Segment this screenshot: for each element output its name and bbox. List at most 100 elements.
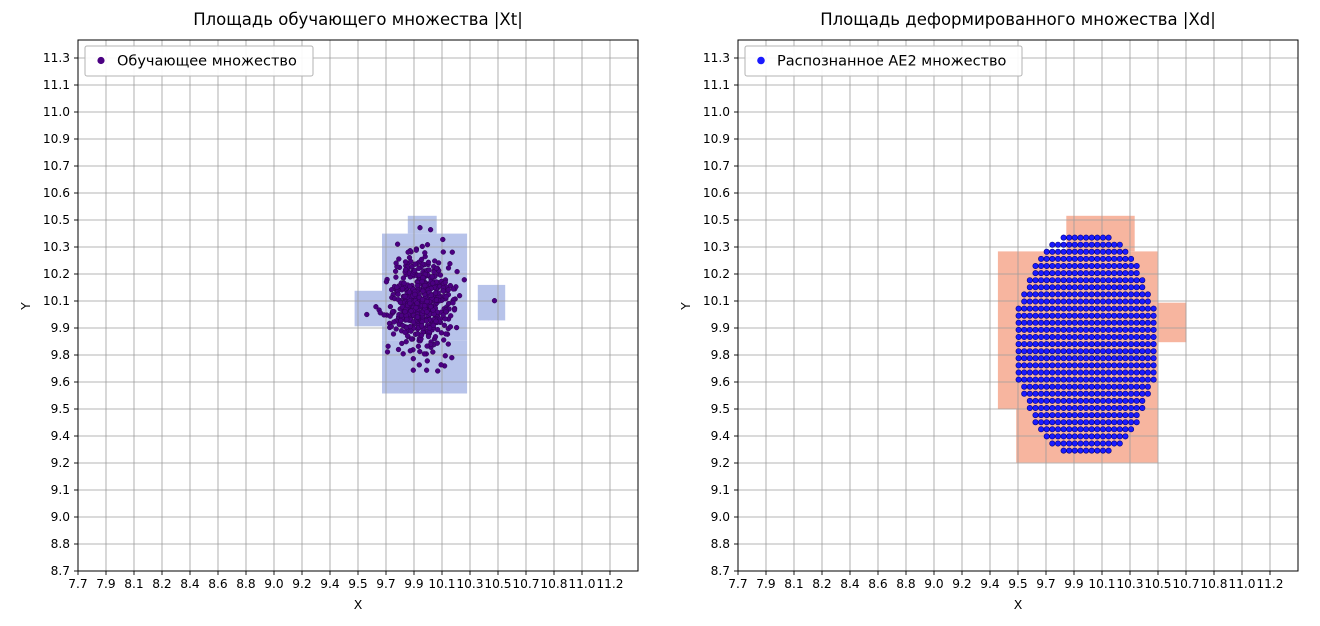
data-point [1105,341,1112,348]
data-point [1116,326,1123,333]
data-point [1099,348,1106,355]
data-point [1071,433,1078,440]
data-point [1071,447,1078,454]
data-point [1054,355,1061,362]
data-point [1105,419,1112,426]
data-point [424,309,430,315]
data-point [416,362,422,368]
data-point [1083,248,1090,255]
data-point [1128,284,1135,291]
data-point [451,307,458,313]
data-point [1111,376,1118,383]
data-point [429,274,435,280]
data-point [1066,419,1073,426]
data-point [1150,376,1157,383]
data-point [413,305,419,311]
data-point [1105,326,1112,333]
data-point [1066,262,1073,269]
data-point [393,274,399,280]
data-point [1083,404,1090,411]
y-axis-label: Y [678,302,693,311]
data-point [1099,376,1106,383]
data-point [1043,262,1050,269]
data-point [1060,355,1067,362]
x-tick-label: 9.7 [376,577,395,591]
x-tick-label: 8.1 [124,577,143,591]
data-point [1066,348,1073,355]
data-point [1060,404,1067,411]
y-tick-label: 10.6 [703,186,730,200]
chart-title: Площадь обучающего множества |Xt| [193,10,523,29]
data-point [1071,262,1078,269]
y-tick-label: 10.6 [43,186,70,200]
data-point [1054,412,1061,419]
data-point [1122,326,1129,333]
data-point [1111,291,1118,298]
data-point [1116,241,1123,248]
data-point [1071,404,1078,411]
data-point [1060,433,1067,440]
data-point [1088,319,1095,326]
data-point [1032,298,1039,305]
data-point [1060,234,1067,241]
data-point [1099,369,1106,376]
data-point [424,358,430,364]
data-point [1122,284,1129,291]
data-point [387,313,393,319]
data-point [407,300,413,306]
data-point [1133,277,1140,284]
data-point [1038,355,1045,362]
data-point [1077,262,1084,269]
data-point [1077,319,1084,326]
data-point [1128,312,1135,319]
data-point [1015,305,1022,312]
data-point [1054,362,1061,369]
data-point [1111,355,1118,362]
y-tick-label: 9.0 [711,510,730,524]
data-point [1105,312,1112,319]
data-point [1133,419,1140,426]
data-point [1038,362,1045,369]
data-point [438,362,444,368]
y-tick-label: 9.8 [51,348,70,362]
data-point [399,340,405,347]
data-point [1077,404,1084,411]
data-point [1032,291,1039,298]
data-point [1133,383,1140,390]
data-point [393,326,399,332]
data-point [1128,404,1135,411]
data-point [1071,234,1078,241]
data-point [1043,397,1050,404]
data-point [1060,255,1067,262]
data-point [401,280,407,286]
data-point [417,225,423,231]
data-point [1122,270,1129,277]
data-point [1116,312,1123,319]
data-point [1032,270,1039,277]
x-tick-label: 9.4 [980,577,1000,591]
data-point [1116,262,1123,269]
y-tick-label: 9.9 [51,321,70,335]
data-point [418,256,425,263]
data-point [1111,312,1118,319]
y-tick-label: 10.2 [43,267,70,281]
data-point [435,368,441,374]
data-point [1094,298,1101,305]
data-point [1099,234,1106,241]
data-point [1133,319,1140,326]
data-point [395,291,401,297]
data-point [1060,383,1067,390]
data-point [1077,312,1084,319]
data-point [1015,376,1022,383]
data-point [1128,277,1135,284]
data-point [1077,291,1084,298]
data-point [1026,326,1033,333]
data-point [1099,404,1106,411]
data-point [1043,291,1050,298]
data-point [1077,447,1084,454]
data-point [1133,341,1140,348]
data-point [1066,369,1073,376]
data-point [432,290,439,296]
x-tick-label: 10.7 [512,577,539,591]
data-point [398,312,405,319]
